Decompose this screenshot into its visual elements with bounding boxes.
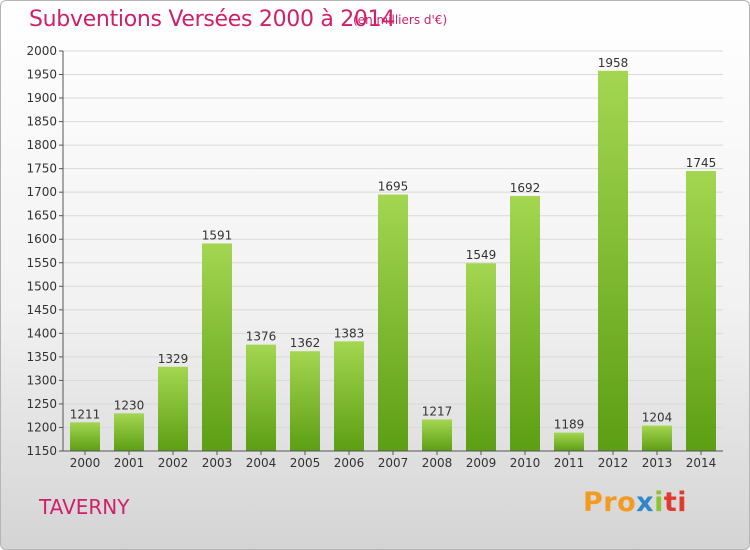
x-tick-label-2006: 2006 (334, 456, 365, 470)
logo-part-2: x (636, 487, 655, 518)
data-label-2010: 1692 (510, 181, 541, 195)
chart-title: Subventions Versées 2000 à 2014 (29, 7, 396, 32)
chart-subtitle: (en milliers d'€) (353, 13, 448, 27)
logo-part-1: Pro (583, 487, 637, 518)
data-label-2002: 1329 (158, 352, 189, 366)
data-label-2011: 1189 (554, 418, 585, 432)
x-tick-label-2001: 2001 (114, 456, 145, 470)
x-tick-label-2007: 2007 (378, 456, 409, 470)
x-tick-label-2003: 2003 (202, 456, 233, 470)
data-label-2007: 1695 (378, 180, 409, 194)
bar-2011 (554, 432, 584, 451)
y-axis-ticks: 1150 1200 1250 1300 1350 1400 1450 1500 1550 1600… (26, 44, 63, 458)
data-label-2005: 1362 (290, 336, 321, 350)
data-label-2001: 1230 (114, 398, 145, 412)
y-tick-label: 1750 (26, 162, 57, 176)
bar-2005 (290, 351, 320, 451)
x-tick-label-2010: 2010 (510, 456, 541, 470)
y-tick-label: 2000 (26, 44, 57, 58)
bar-2013 (642, 425, 672, 451)
y-tick-label: 1400 (26, 326, 57, 340)
y-tick-label: 1300 (26, 373, 57, 387)
bar-2007 (378, 194, 408, 451)
bar-2001 (114, 413, 144, 451)
data-label-2014: 1745 (686, 156, 717, 170)
y-tick-label: 1150 (26, 444, 57, 458)
x-tick-label-2005: 2005 (290, 456, 321, 470)
logo-part-3: i (654, 487, 664, 518)
bars (70, 70, 716, 451)
axes (62, 51, 723, 452)
x-tick-label-2014: 2014 (686, 456, 717, 470)
data-label-2009: 1549 (466, 248, 497, 262)
data-label-2000: 1211 (70, 407, 101, 421)
x-tick-label-2009: 2009 (466, 456, 497, 470)
data-label-2012: 1958 (598, 56, 629, 70)
y-tick-label: 1950 (26, 68, 57, 82)
city-name: TAVERNY (39, 495, 130, 519)
y-tick-label: 1550 (26, 256, 57, 270)
bar-2004 (246, 344, 276, 451)
y-tick-label: 1600 (26, 232, 57, 246)
bar-2000 (70, 422, 100, 451)
logo-part-4: ti (663, 487, 688, 518)
bar-2003 (202, 243, 232, 451)
y-tick-label: 1700 (26, 185, 57, 199)
bar-2008 (422, 419, 452, 451)
proxiti-logo[interactable]: Proxiti (583, 487, 687, 518)
x-axis-ticks: 2000 2001 2002 2003 2004 2005 2006 2007 2008 2009… (70, 451, 717, 470)
bar-2012 (598, 70, 628, 451)
bar-2009 (466, 263, 496, 451)
y-tick-label: 1800 (26, 138, 57, 152)
data-label-2006: 1383 (334, 326, 365, 340)
x-tick-label-2000: 2000 (70, 456, 101, 470)
x-tick-label-2002: 2002 (158, 456, 189, 470)
data-labels: 1211 1230 1329 1591 1376 1362 1383 1695 1217 1549… (70, 56, 717, 432)
data-label-2013: 1204 (642, 411, 673, 425)
y-tick-label: 1250 (26, 397, 57, 411)
bar-2002 (158, 366, 188, 451)
x-tick-label-2012: 2012 (598, 456, 629, 470)
data-label-2008: 1217 (422, 404, 453, 418)
y-tick-label: 1500 (26, 279, 57, 293)
x-tick-label-2011: 2011 (554, 456, 585, 470)
y-tick-label: 1850 (26, 115, 57, 129)
y-tick-label: 1200 (26, 420, 57, 434)
bar-2014 (686, 171, 716, 451)
y-tick-label: 1650 (26, 209, 57, 223)
x-tick-label-2013: 2013 (642, 456, 673, 470)
data-label-2003: 1591 (202, 228, 233, 242)
bar-2006 (334, 341, 364, 451)
bar-2010 (510, 195, 540, 451)
x-tick-label-2008: 2008 (422, 456, 453, 470)
y-tick-label: 1900 (26, 91, 57, 105)
y-tick-label: 1450 (26, 303, 57, 317)
data-label-2004: 1376 (246, 330, 277, 344)
y-tick-label: 1350 (26, 350, 57, 364)
x-tick-label-2004: 2004 (246, 456, 277, 470)
